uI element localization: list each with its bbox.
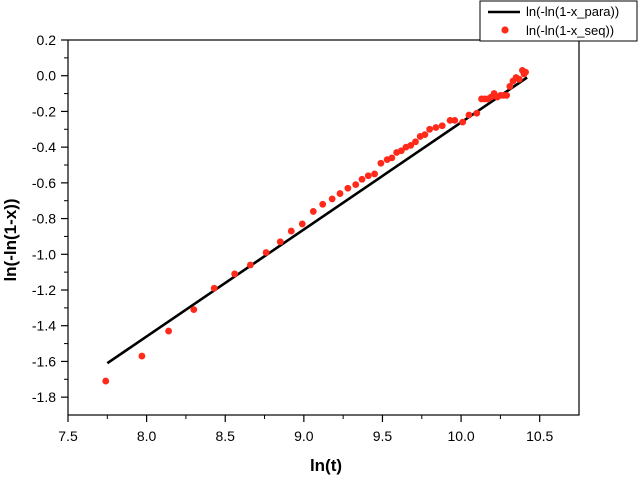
data-point (352, 181, 360, 189)
legend-box (479, 0, 638, 42)
data-point (473, 109, 481, 117)
data-point (465, 111, 473, 119)
data-point (438, 122, 446, 130)
legend: ln(-ln(1-x_para)) ln(-ln(1-x_seq)) (479, 0, 638, 42)
y-tick-label: -1.0 (32, 246, 56, 262)
y-axis-title: ln(-ln(1-x)) (1, 198, 20, 281)
data-point (397, 147, 405, 155)
y-tick-label: -0.6 (32, 175, 56, 191)
y-tick-label: -0.8 (32, 211, 56, 227)
data-point (421, 131, 429, 139)
data-point (506, 83, 514, 90)
y-tick-label: -1.4 (32, 318, 56, 334)
data-point (309, 208, 317, 215)
x-axis-title: ln(t) (310, 456, 342, 475)
data-point (515, 75, 523, 83)
x-tick-label: 8.0 (137, 428, 157, 444)
y-tick-label: 0.2 (37, 32, 57, 48)
x-axis: 7.5 8.0 8.5 9.0 9.5 10.0 10.5 (58, 415, 554, 444)
data-point (522, 68, 529, 76)
data-point (328, 195, 336, 203)
data-point (451, 116, 459, 124)
plot-area (67, 39, 580, 416)
data-point (432, 124, 440, 131)
x-tick-label: 9.5 (373, 428, 393, 444)
data-point (412, 138, 419, 146)
data-point (364, 172, 372, 180)
data-point (287, 227, 295, 235)
data-point (344, 184, 352, 192)
data-point (246, 261, 254, 269)
data-point (407, 141, 415, 149)
fit-line (106, 76, 528, 365)
data-point (426, 125, 434, 133)
plot-frame (67, 39, 580, 416)
legend-label-seq: ln(-ln(1-x_seq)) (526, 23, 614, 38)
x-tick-label: 7.5 (58, 428, 78, 444)
y-tick-label: -1.6 (32, 353, 56, 369)
legend-label-para: ln(-ln(1-x_para)) (526, 4, 619, 19)
y-tick-label: 0.0 (37, 68, 57, 84)
data-point (262, 249, 270, 256)
data-point (165, 327, 173, 335)
data-point (138, 352, 146, 360)
x-tick-label: 10.0 (447, 428, 474, 444)
y-axis: 0.2 0.0 -0.2 -0.4 -0.6 -0.8 -1.0 -1.2 -1.4 -1.6 -1… (32, 32, 68, 405)
data-point (319, 200, 327, 208)
data-point (371, 170, 378, 178)
data-point (503, 91, 511, 99)
x-tick-label: 10.5 (526, 428, 553, 444)
legend-marker-swatch (501, 26, 509, 34)
data-point (358, 175, 366, 183)
data-point (377, 159, 385, 167)
x-tick-label: 8.5 (215, 428, 235, 444)
data-point (459, 118, 467, 126)
data-point (231, 270, 239, 278)
data-point (276, 238, 284, 246)
y-tick-label: -1.8 (32, 389, 56, 405)
y-tick-label: -0.4 (32, 139, 56, 155)
data-point (102, 377, 110, 385)
data-point (446, 116, 454, 124)
data-point (298, 220, 306, 228)
x-tick-label: 9.0 (294, 428, 314, 444)
data-point (190, 306, 198, 314)
data-point (210, 284, 218, 292)
y-tick-label: -0.2 (32, 103, 56, 119)
series-layer (102, 66, 529, 385)
y-tick-label: -1.2 (32, 282, 56, 298)
data-point (388, 154, 396, 162)
data-point (336, 190, 344, 197)
